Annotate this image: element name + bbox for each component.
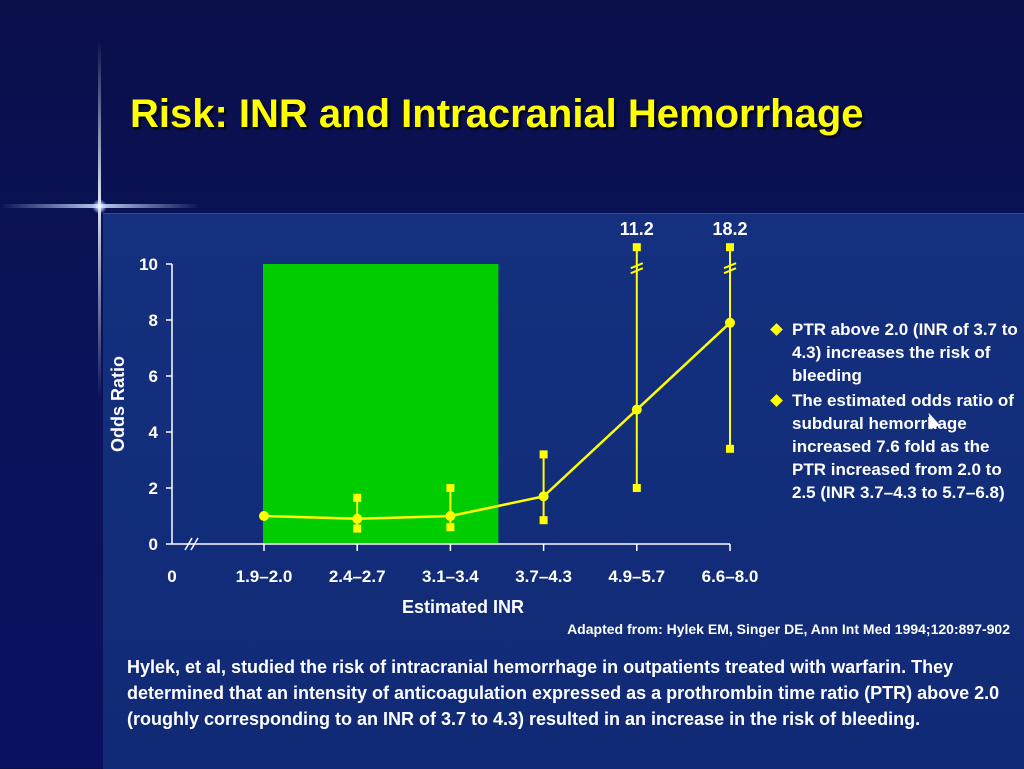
x-tick-label: 6.6–8.0: [702, 567, 759, 586]
x-tick-label: 3.1–3.4: [422, 567, 479, 586]
light-flare-vertical: [98, 40, 101, 400]
ci-high-cap: [446, 484, 455, 492]
bullet-list: PTR above 2.0 (INR of 3.7 to 4.3) increa…: [770, 318, 1020, 506]
diamond-bullet-icon: [770, 323, 783, 336]
ci-high-cap: [726, 243, 734, 252]
content-panel: [103, 213, 1024, 769]
ci-break-mark: [723, 267, 737, 275]
ci-low-cap: [353, 524, 362, 533]
x-tick-label: 2.4–2.7: [329, 567, 386, 586]
ci-break-mark: [723, 262, 737, 270]
bullet-text: The estimated odds ratio of subdural hem…: [792, 391, 1014, 502]
y-tick-label: 0: [149, 535, 158, 554]
ci-high-cap: [353, 493, 362, 502]
odds-ratio-line: [263, 321, 731, 521]
y-axis-title: Odds Ratio: [108, 356, 128, 452]
ci-low-cap: [726, 444, 734, 453]
ci-low-cap: [539, 516, 548, 525]
x-tick-label: 4.9–5.7: [608, 567, 665, 586]
y-tick-label: 10: [139, 255, 158, 274]
diamond-bullet-icon: [770, 394, 783, 407]
ci-break-label: 11.2: [620, 219, 654, 239]
light-flare-center: [92, 199, 107, 214]
y-tick-label: 6: [149, 367, 158, 386]
therapeutic-range-band: [263, 264, 499, 544]
chart-root: 0 2 4 6 8 10 0 1.9–2.0 2.4–2.7 3.1–3.4 3.7–4.3 4.9–…: [108, 219, 758, 617]
ci-high-cap: [539, 450, 548, 459]
x-axis-break-mark: [190, 537, 199, 551]
y-tick-label: 4: [149, 423, 159, 442]
x-origin-label: 0: [167, 567, 176, 586]
ci-break-label: 18.2: [712, 219, 747, 239]
x-tick-label: 3.7–4.3: [515, 567, 572, 586]
y-tick-label: 2: [149, 479, 158, 498]
data-point: [538, 491, 549, 502]
data-point: [631, 404, 642, 415]
slide-title: Risk: INR and Intracranial Hemorrhage: [130, 92, 864, 136]
bullet-item: The estimated odds ratio of subdural hem…: [770, 389, 1020, 504]
slide-caption: Hylek, et al, studied the risk of intrac…: [127, 657, 1000, 729]
data-point: [352, 513, 363, 524]
ci-low-cap: [632, 484, 641, 492]
x-tick-label: 1.9–2.0: [236, 567, 293, 586]
ci-low-cap: [446, 523, 455, 532]
data-point: [259, 511, 269, 521]
ci-break-mark: [630, 262, 644, 270]
data-point: [725, 317, 735, 328]
bullet-text: PTR above 2.0 (INR of 3.7 to 4.3) increa…: [792, 320, 1018, 385]
x-axis-title: Estimated INR: [402, 597, 524, 617]
source-citation: Adapted from: Hylek EM, Singer DE, Ann I…: [567, 621, 1010, 637]
x-axis-break-mark: [184, 537, 193, 551]
ci-high-cap: [632, 243, 641, 252]
bullet-item: PTR above 2.0 (INR of 3.7 to 4.3) increa…: [770, 318, 1020, 387]
y-tick-label: 8: [149, 311, 158, 330]
ci-break-mark: [630, 267, 644, 275]
data-point: [445, 511, 456, 521]
